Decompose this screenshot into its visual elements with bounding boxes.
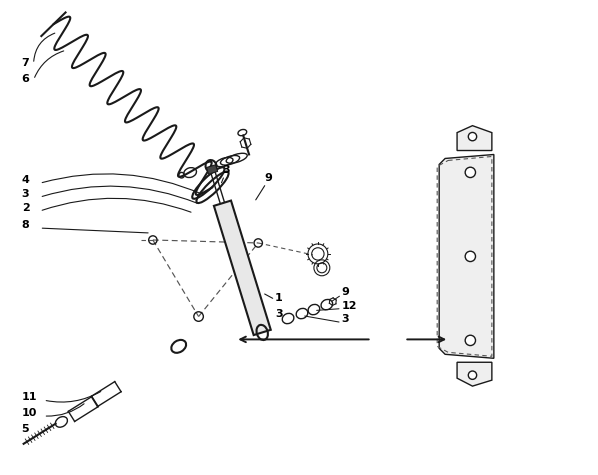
Polygon shape (457, 362, 492, 386)
Polygon shape (214, 200, 271, 335)
Circle shape (468, 133, 477, 141)
Text: 3: 3 (22, 189, 29, 199)
Text: 9: 9 (264, 173, 272, 183)
Circle shape (465, 335, 475, 346)
Text: 6: 6 (22, 74, 29, 84)
Text: 7: 7 (22, 58, 29, 68)
Polygon shape (457, 126, 492, 151)
Text: 11: 11 (22, 392, 37, 402)
Text: 9: 9 (341, 287, 350, 297)
Text: 3: 3 (222, 165, 230, 175)
Circle shape (465, 251, 475, 262)
Text: 4: 4 (22, 175, 29, 185)
Text: 2: 2 (22, 203, 29, 213)
Circle shape (465, 167, 475, 178)
Text: 8: 8 (22, 220, 29, 230)
Polygon shape (206, 165, 218, 174)
Text: 10: 10 (22, 408, 37, 418)
Polygon shape (439, 154, 494, 358)
Circle shape (468, 371, 477, 380)
Text: 1: 1 (275, 293, 283, 303)
Text: 3: 3 (341, 314, 349, 324)
Text: 12: 12 (341, 301, 357, 311)
Text: 5: 5 (22, 424, 29, 434)
Text: 3: 3 (275, 309, 283, 319)
